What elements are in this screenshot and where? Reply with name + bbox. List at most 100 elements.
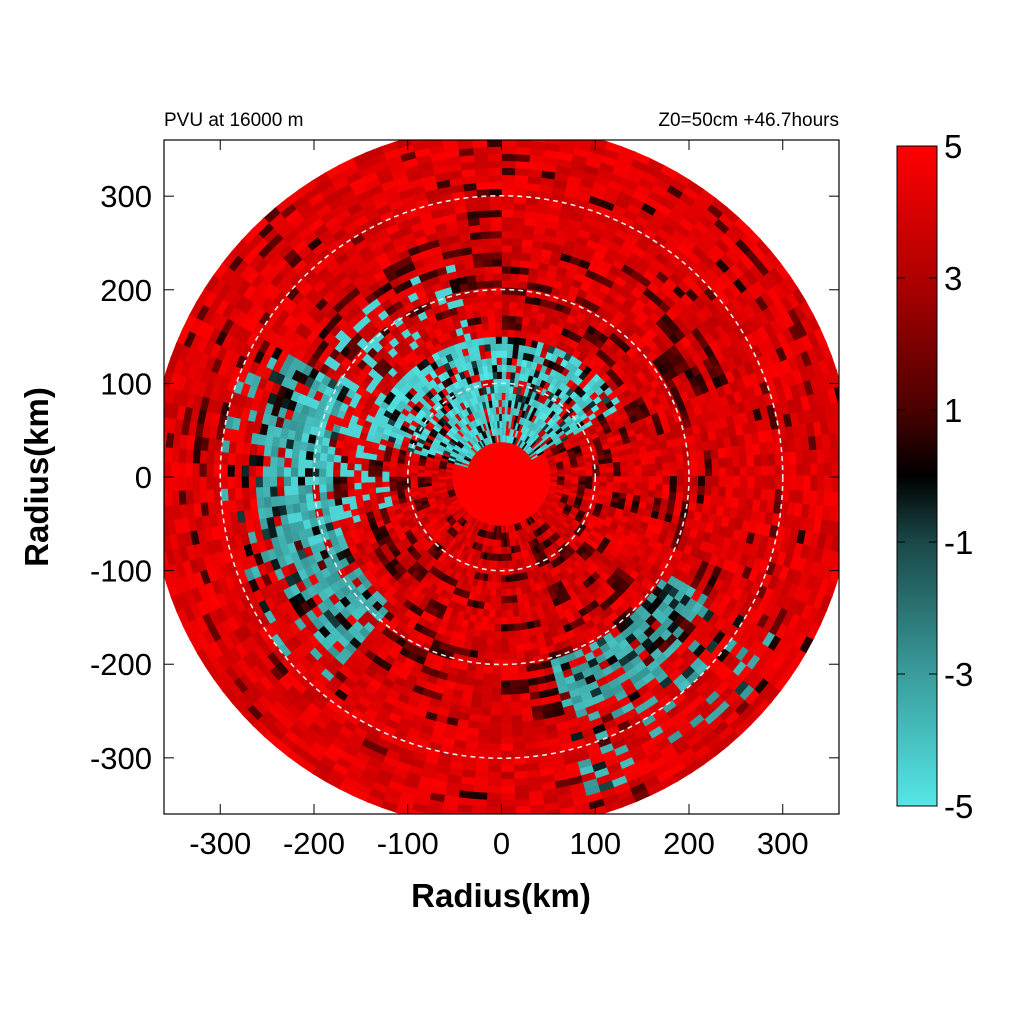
heatmap-cell: [480, 707, 493, 717]
heatmap-cell: [704, 475, 713, 487]
heatmap-cell: [488, 616, 497, 625]
heatmap-cell: [481, 693, 494, 703]
heatmap-cell: [494, 631, 503, 640]
heatmap-cell: [480, 700, 493, 710]
heatmap-cell: [690, 484, 699, 495]
heatmap-cell: [690, 467, 699, 478]
heatmap-cell: [704, 484, 713, 496]
heatmap-cell: [269, 466, 278, 479]
heatmap-cell: [493, 652, 503, 661]
heatmap-cell: [501, 652, 511, 661]
heatmap-cell: [725, 485, 734, 498]
heatmap-cell: [318, 460, 327, 471]
heatmap-cell: [599, 476, 608, 482]
heatmap-cell: [697, 475, 706, 487]
title-left: PVU at 16000 m: [164, 110, 303, 131]
heatmap-cell: [509, 265, 521, 275]
heatmap-cell: [500, 237, 513, 246]
heatmap-cell: [669, 476, 678, 486]
heatmap-cell: [318, 476, 327, 487]
heatmap-cell: [360, 470, 369, 478]
heatmap-cell: [332, 469, 341, 479]
heatmap-cell: [578, 476, 587, 482]
heatmap-cell: [491, 701, 503, 710]
heatmap-cell: [491, 694, 503, 703]
heatmap-cell: [491, 265, 502, 274]
heatmap-cell: [508, 272, 520, 282]
heatmap-cell: [353, 463, 362, 472]
heatmap-cell: [304, 476, 313, 487]
heatmap-cell: [493, 638, 503, 647]
heatmap-cell: [493, 645, 503, 654]
heatmap-cell: [494, 617, 503, 626]
heatmap-cell: [290, 476, 299, 488]
heatmap-cell: [669, 483, 678, 493]
heatmap-cell: [255, 465, 264, 479]
heatmap-cell: [500, 251, 512, 260]
heatmap-cell: [346, 469, 355, 478]
heatmap-cell: [592, 476, 601, 482]
heatmap-cell: [501, 708, 514, 717]
heatmap-cell: [655, 476, 664, 485]
heatmap-cell: [297, 458, 306, 470]
heatmap-cell: [500, 279, 511, 288]
heatmap-cell: [500, 265, 512, 274]
heatmap-cell: [501, 701, 513, 710]
heatmap-cell: [416, 472, 425, 478]
heatmap-cell: [269, 456, 278, 469]
heatmap-cell: [353, 470, 362, 478]
heatmap-cell: [648, 482, 657, 491]
heatmap-cell: [507, 322, 516, 331]
heatmap-cell: [697, 484, 706, 496]
heatmap-cell: [304, 468, 313, 479]
heatmap-cell: [262, 455, 271, 469]
heatmap-cell: [669, 468, 678, 478]
heatmap-cell: [297, 476, 306, 488]
heatmap-cell: [332, 476, 341, 486]
heatmap-cell: [290, 467, 299, 479]
heatmap-cell: [606, 476, 615, 483]
heatmap-cell: [509, 251, 522, 261]
heatmap-cell: [500, 286, 511, 295]
heatmap-cell: [490, 251, 502, 260]
heatmap-cell: [550, 476, 558, 480]
heatmap-cell: [676, 467, 685, 478]
heatmap-cell: [500, 328, 509, 337]
heatmap-cell: [493, 307, 502, 316]
heatmap-cell: [402, 472, 411, 478]
heatmap-cell: [711, 475, 720, 487]
heatmap-cell: [510, 230, 524, 240]
heatmap-cell: [489, 237, 502, 246]
heatmap-cell: [627, 476, 636, 484]
heatmap-cell: [500, 343, 508, 351]
heatmap-cell: [290, 458, 299, 470]
heatmap-cell: [725, 475, 734, 488]
heatmap-cell: [500, 336, 508, 344]
heatmap-cell: [491, 687, 503, 696]
heatmap-cell: [346, 463, 355, 472]
heatmap-cell: [515, 476, 523, 479]
heatmap-cell: [500, 392, 506, 400]
heatmap-cell: [501, 673, 512, 682]
heatmap-cell: [311, 460, 320, 471]
heatmap-cell: [283, 457, 292, 469]
heatmap-cell: [500, 293, 510, 302]
heatmap-cell: [500, 364, 507, 372]
heatmap-cell: [276, 476, 285, 489]
heatmap-cell: [492, 666, 503, 675]
heatmap-cell: [718, 475, 727, 488]
heatmap-cell: [697, 466, 706, 478]
heatmap-cell: [683, 467, 692, 478]
heatmap-cell: [276, 457, 285, 469]
heatmap-cell: [718, 465, 727, 478]
heatmap-cell: [500, 230, 513, 239]
heatmap-cell: [501, 659, 511, 668]
heatmap-cell: [571, 476, 580, 481]
heatmap-cell: [262, 466, 271, 479]
heatmap-cell: [492, 286, 502, 295]
heatmap-cell: [613, 476, 622, 483]
heatmap-cell: [510, 244, 523, 254]
heatmap-cell: [508, 286, 519, 296]
heatmap-cell: [255, 476, 264, 490]
